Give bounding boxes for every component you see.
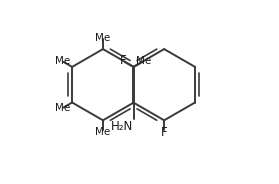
Text: F: F — [120, 54, 126, 68]
Text: Me: Me — [95, 33, 110, 43]
Text: H₂N: H₂N — [110, 120, 133, 133]
Text: F: F — [161, 126, 167, 139]
Text: Me: Me — [55, 56, 70, 66]
Text: Me: Me — [95, 127, 110, 137]
Text: Me: Me — [136, 56, 151, 66]
Text: Me: Me — [55, 103, 70, 113]
